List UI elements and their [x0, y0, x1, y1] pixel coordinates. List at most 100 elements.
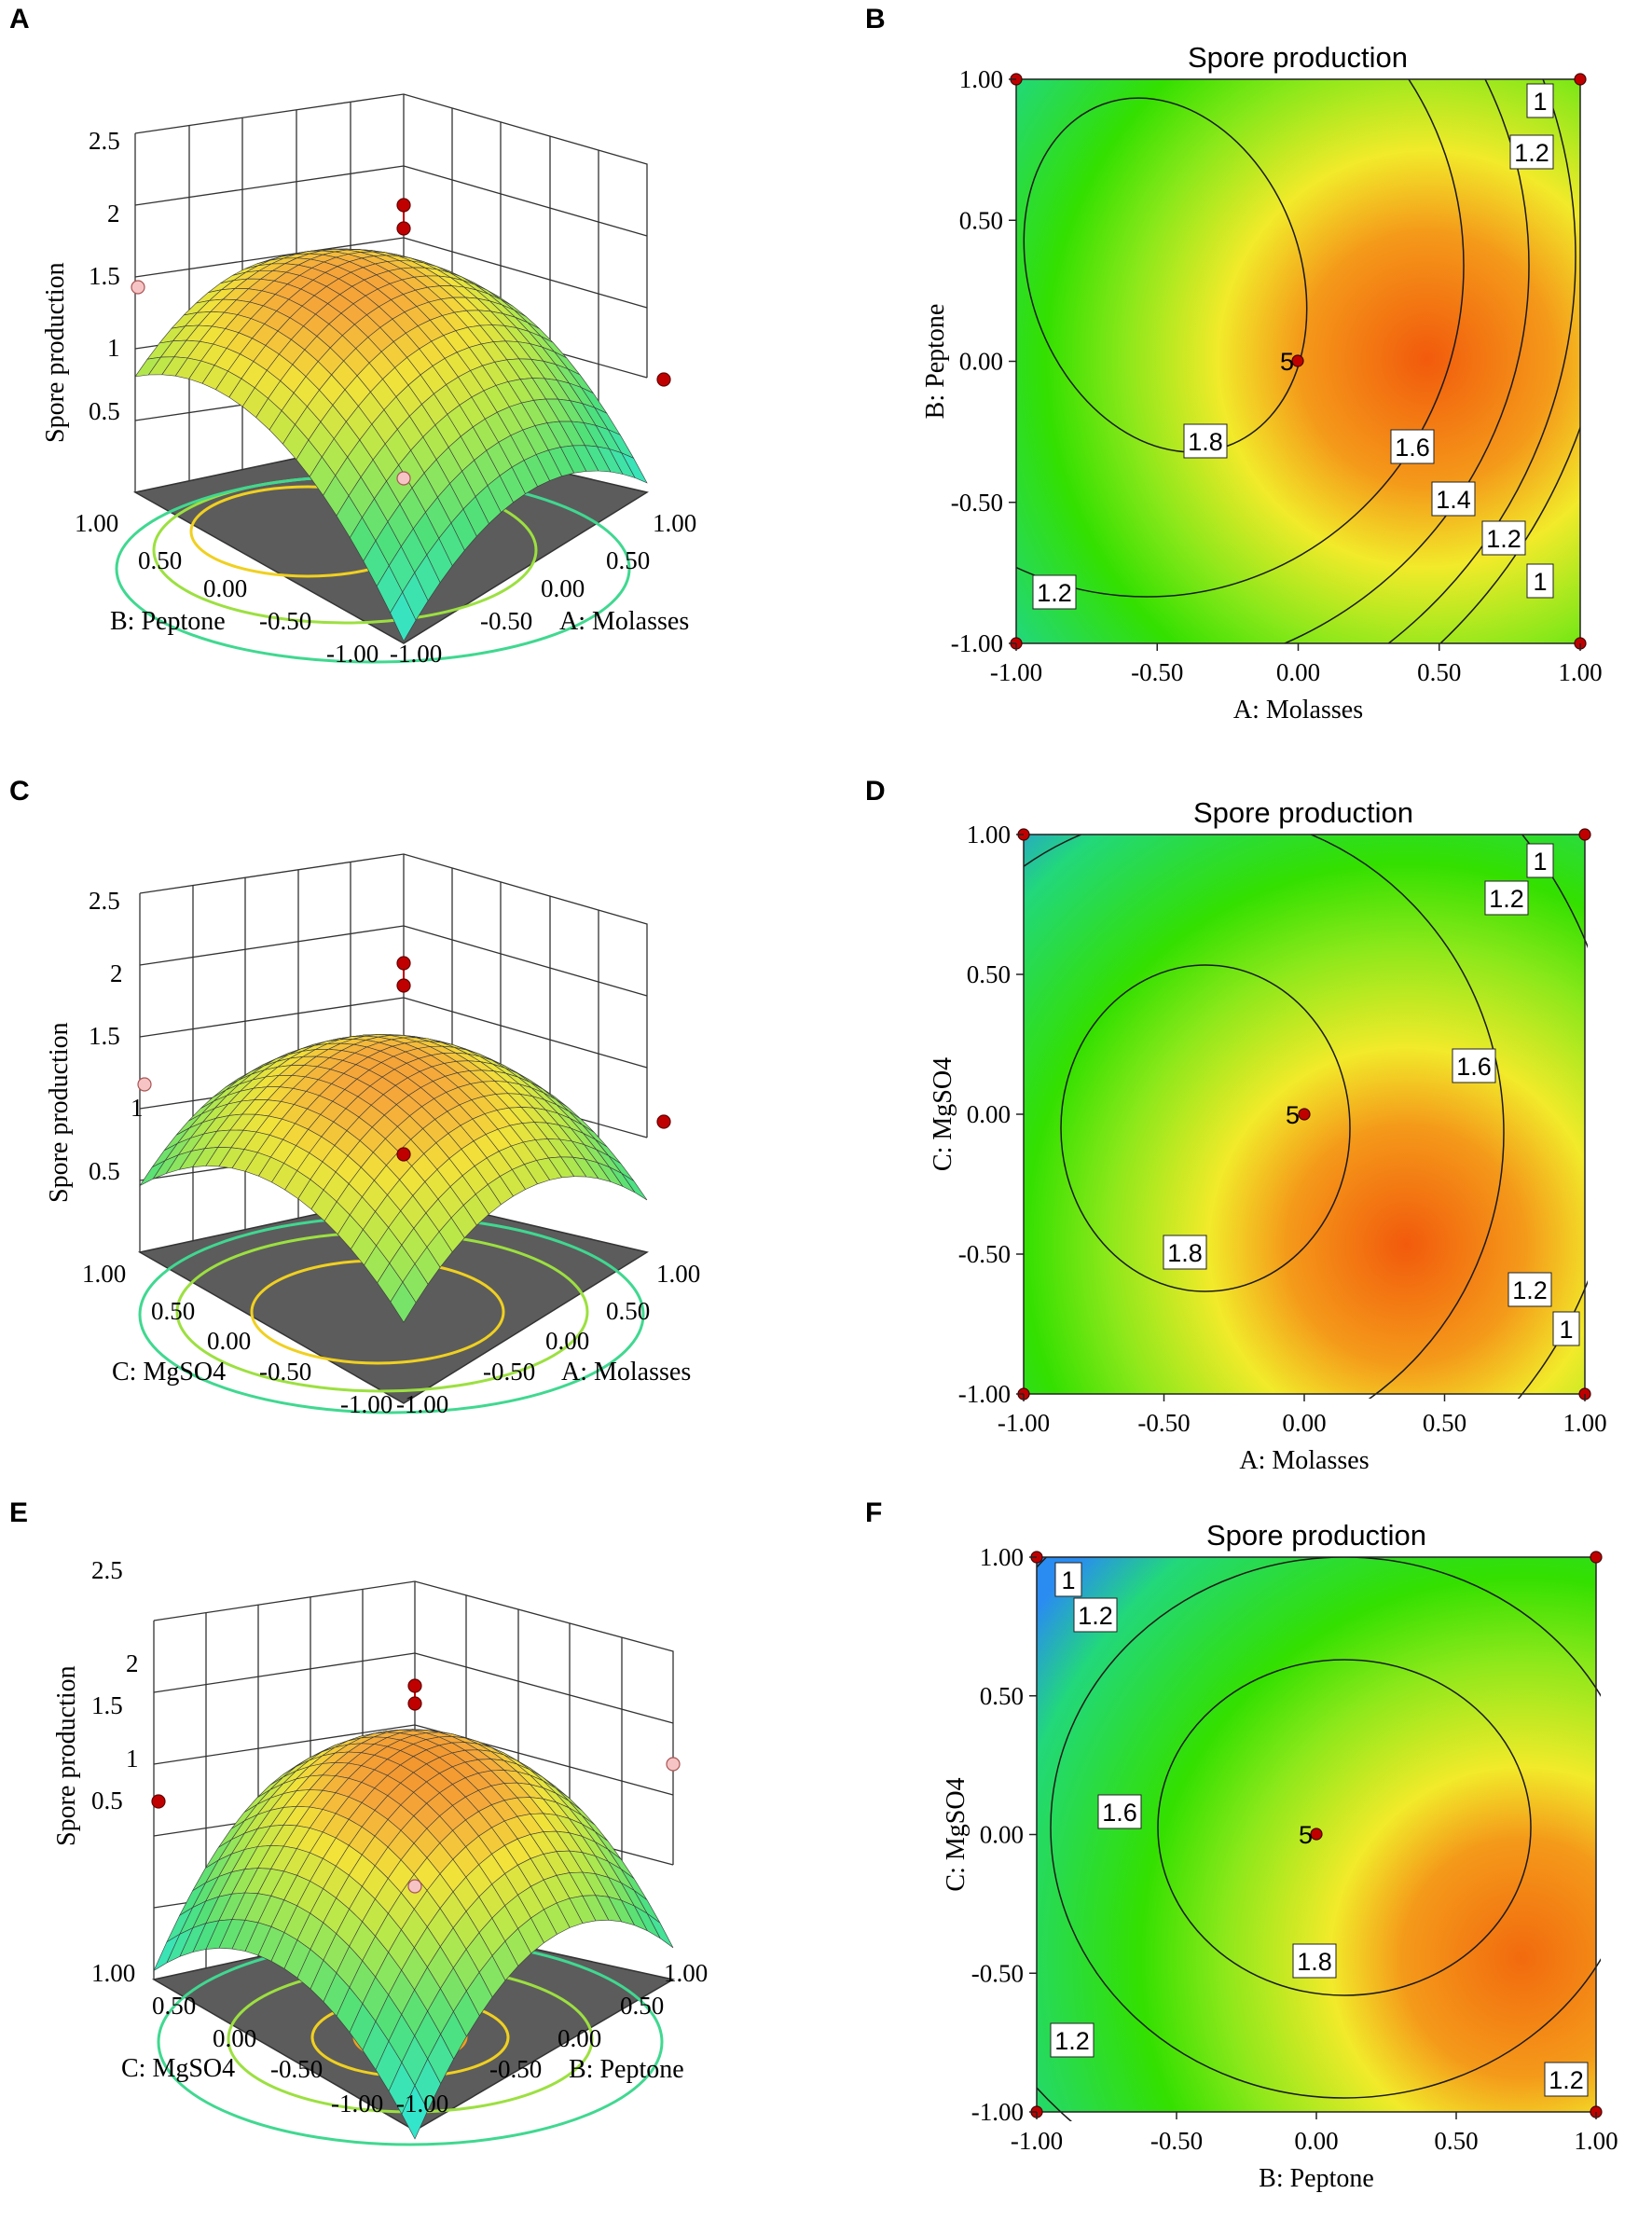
y-tick: 0.50 — [151, 1297, 195, 1325]
design-point — [396, 221, 411, 236]
contour-label: 1.2 — [1054, 2027, 1090, 2055]
z-axis: 2.5 2 1.5 1 0.5 Spore production — [41, 127, 120, 443]
x-axis: 1.00 0.50 0.00 -0.50 -1.00 A: Molasses — [390, 509, 696, 668]
surface-plot-c: 2.5 2 1.5 1 0.5 Spore production 1.00 0.… — [45, 853, 700, 1418]
z-tick: 1 — [107, 334, 120, 362]
y-tick-label: -0.50 — [958, 1240, 1011, 1268]
y-tick: -0.50 — [259, 607, 311, 635]
axes: -1.00 -0.50 0.00 0.50 1.00 -1.00 -0.50 0.00 0.50… — [921, 65, 1603, 724]
x-tick-label: 1.00 — [1574, 2127, 1618, 2155]
center-label: 5 — [1280, 348, 1294, 376]
design-point — [407, 1879, 422, 1894]
x-tick: -0.50 — [483, 1358, 535, 1386]
surface-patch — [390, 1281, 417, 1323]
design-point — [407, 1678, 422, 1693]
y-tick-label: -0.50 — [971, 1959, 1024, 1987]
y-tick-label: -1.00 — [951, 629, 1003, 657]
chart-title: Spore production — [1188, 41, 1408, 74]
y-tick: 1.00 — [82, 1260, 126, 1288]
z-tick: 0.5 — [89, 397, 120, 425]
z-tick: 0.5 — [91, 1787, 123, 1814]
contour-label: 1.8 — [1188, 428, 1223, 456]
y-axis: 1.00 0.50 0.00 -0.50 -1.00 B: Peptone — [75, 509, 379, 668]
z-tick: 2 — [107, 200, 120, 228]
chart-title: Spore production — [1193, 796, 1413, 829]
y-tick-label: 0.00 — [967, 1100, 1011, 1128]
corner-points — [1010, 73, 1587, 650]
surface-patch — [401, 2085, 429, 2140]
contour-label: 1.2 — [1486, 525, 1521, 553]
z-tick: 0.5 — [89, 1157, 120, 1185]
y-tick: 0.50 — [152, 1992, 196, 2020]
contour-label: 1 — [1533, 88, 1547, 116]
y-tick-label: -1.00 — [958, 1380, 1011, 1408]
y-tick-label: 0.50 — [959, 206, 1003, 234]
design-point — [666, 1757, 681, 1772]
x-tick-label: 0.50 — [1423, 1409, 1466, 1437]
center-label: 5 — [1299, 1821, 1313, 1849]
y-tick: -0.50 — [270, 2055, 323, 2083]
y-axis-label: C: MgSO4 — [112, 1358, 226, 1387]
x-tick: -1.00 — [390, 640, 442, 668]
x-tick: 0.50 — [606, 546, 650, 574]
contour-label: 1.2 — [1512, 1276, 1548, 1304]
design-point — [656, 1114, 671, 1129]
z-tick: 1.5 — [89, 262, 120, 290]
y-tick: -1.00 — [331, 2090, 383, 2118]
center-marker — [1298, 1108, 1311, 1121]
y-tick-label: 1.00 — [967, 821, 1011, 848]
center-label: 5 — [1286, 1101, 1300, 1129]
x-tick: -0.50 — [489, 2055, 542, 2083]
contour-line — [1060, 964, 1351, 1292]
contour-labels: 1 1.2 1.8 1.6 1.4 1.2 1 1.2 — [1032, 83, 1554, 610]
contour-label: 1 — [1533, 848, 1547, 876]
design-point — [396, 198, 411, 213]
y-tick-label: 0.00 — [980, 1821, 1024, 1849]
x-axis: 1.00 0.50 0.00 -0.50 -1.00 A: Molasses — [396, 1260, 700, 1418]
x-tick: 0.00 — [558, 2024, 601, 2052]
x-tick-label: -1.00 — [990, 658, 1042, 686]
x-tick-label: 0.00 — [1276, 658, 1320, 686]
contour-label: 1.2 — [1489, 885, 1524, 913]
y-tick-label: -1.00 — [971, 2098, 1024, 2126]
contour-lines — [1016, 79, 1580, 643]
design-point — [1578, 828, 1591, 841]
axes: -1.00 -0.50 0.00 0.50 1.00 -1.00 -0.50 0.00 0.50… — [929, 821, 1607, 1475]
contour-plot-d: Spore production 1 1.2 1.6 1.8 1.2 1 5 — [929, 796, 1607, 1475]
z-tick: 2.5 — [89, 887, 120, 915]
contour-label: 1 — [1061, 1566, 1075, 1594]
z-axis-label: Spore production — [52, 1665, 81, 1846]
z-tick: 2.5 — [89, 127, 120, 155]
surface-plot-a: 2.5 2 1.5 1 0.5 Spore production 1.00 0.… — [41, 93, 696, 668]
design-point — [396, 956, 411, 971]
y-tick: 1.00 — [91, 1959, 135, 1987]
contour-plot-b: Spore production 1 1.2 1.8 1.6 1.4 1.2 1 — [921, 41, 1603, 724]
x-tick-label: 0.50 — [1417, 658, 1461, 686]
y-tick-label: 0.00 — [959, 348, 1003, 376]
contour-label: 1.8 — [1167, 1239, 1203, 1267]
center-point: 5 — [1280, 348, 1304, 376]
y-axis-label: B: Peptone — [921, 304, 950, 420]
z-axis-label: Spore production — [45, 1022, 74, 1203]
z-tick: 1.5 — [91, 1691, 123, 1719]
z-axis: 2.5 2 1.5 1 0.5 Spore production — [52, 1556, 139, 1846]
x-axis-label: A: Molasses — [561, 1358, 691, 1387]
contour-label: 1.6 — [1102, 1799, 1137, 1827]
z-tick: 2.5 — [91, 1556, 123, 1584]
contour-label: 1.2 — [1549, 2066, 1584, 2094]
panel-label-f: F — [865, 1497, 882, 1528]
design-point — [656, 372, 671, 387]
x-tick: -0.50 — [480, 607, 532, 635]
design-point — [396, 1147, 411, 1162]
center-marker — [1291, 354, 1304, 367]
x-axis-label: A: Molasses — [559, 607, 689, 636]
contour-label: 1 — [1559, 1316, 1573, 1344]
x-tick-label: -1.00 — [1011, 2127, 1063, 2155]
contour-line — [1386, 79, 1576, 643]
z-axis: 2.5 2 1.5 1 0.5 Spore production — [45, 887, 144, 1203]
contour-line — [1282, 79, 1530, 643]
y-axis: 1.00 0.50 0.00 -0.50 -1.00 C: MgSO4 — [91, 1959, 383, 2118]
design-point — [1574, 73, 1587, 86]
x-tick-label: -1.00 — [998, 1409, 1050, 1437]
